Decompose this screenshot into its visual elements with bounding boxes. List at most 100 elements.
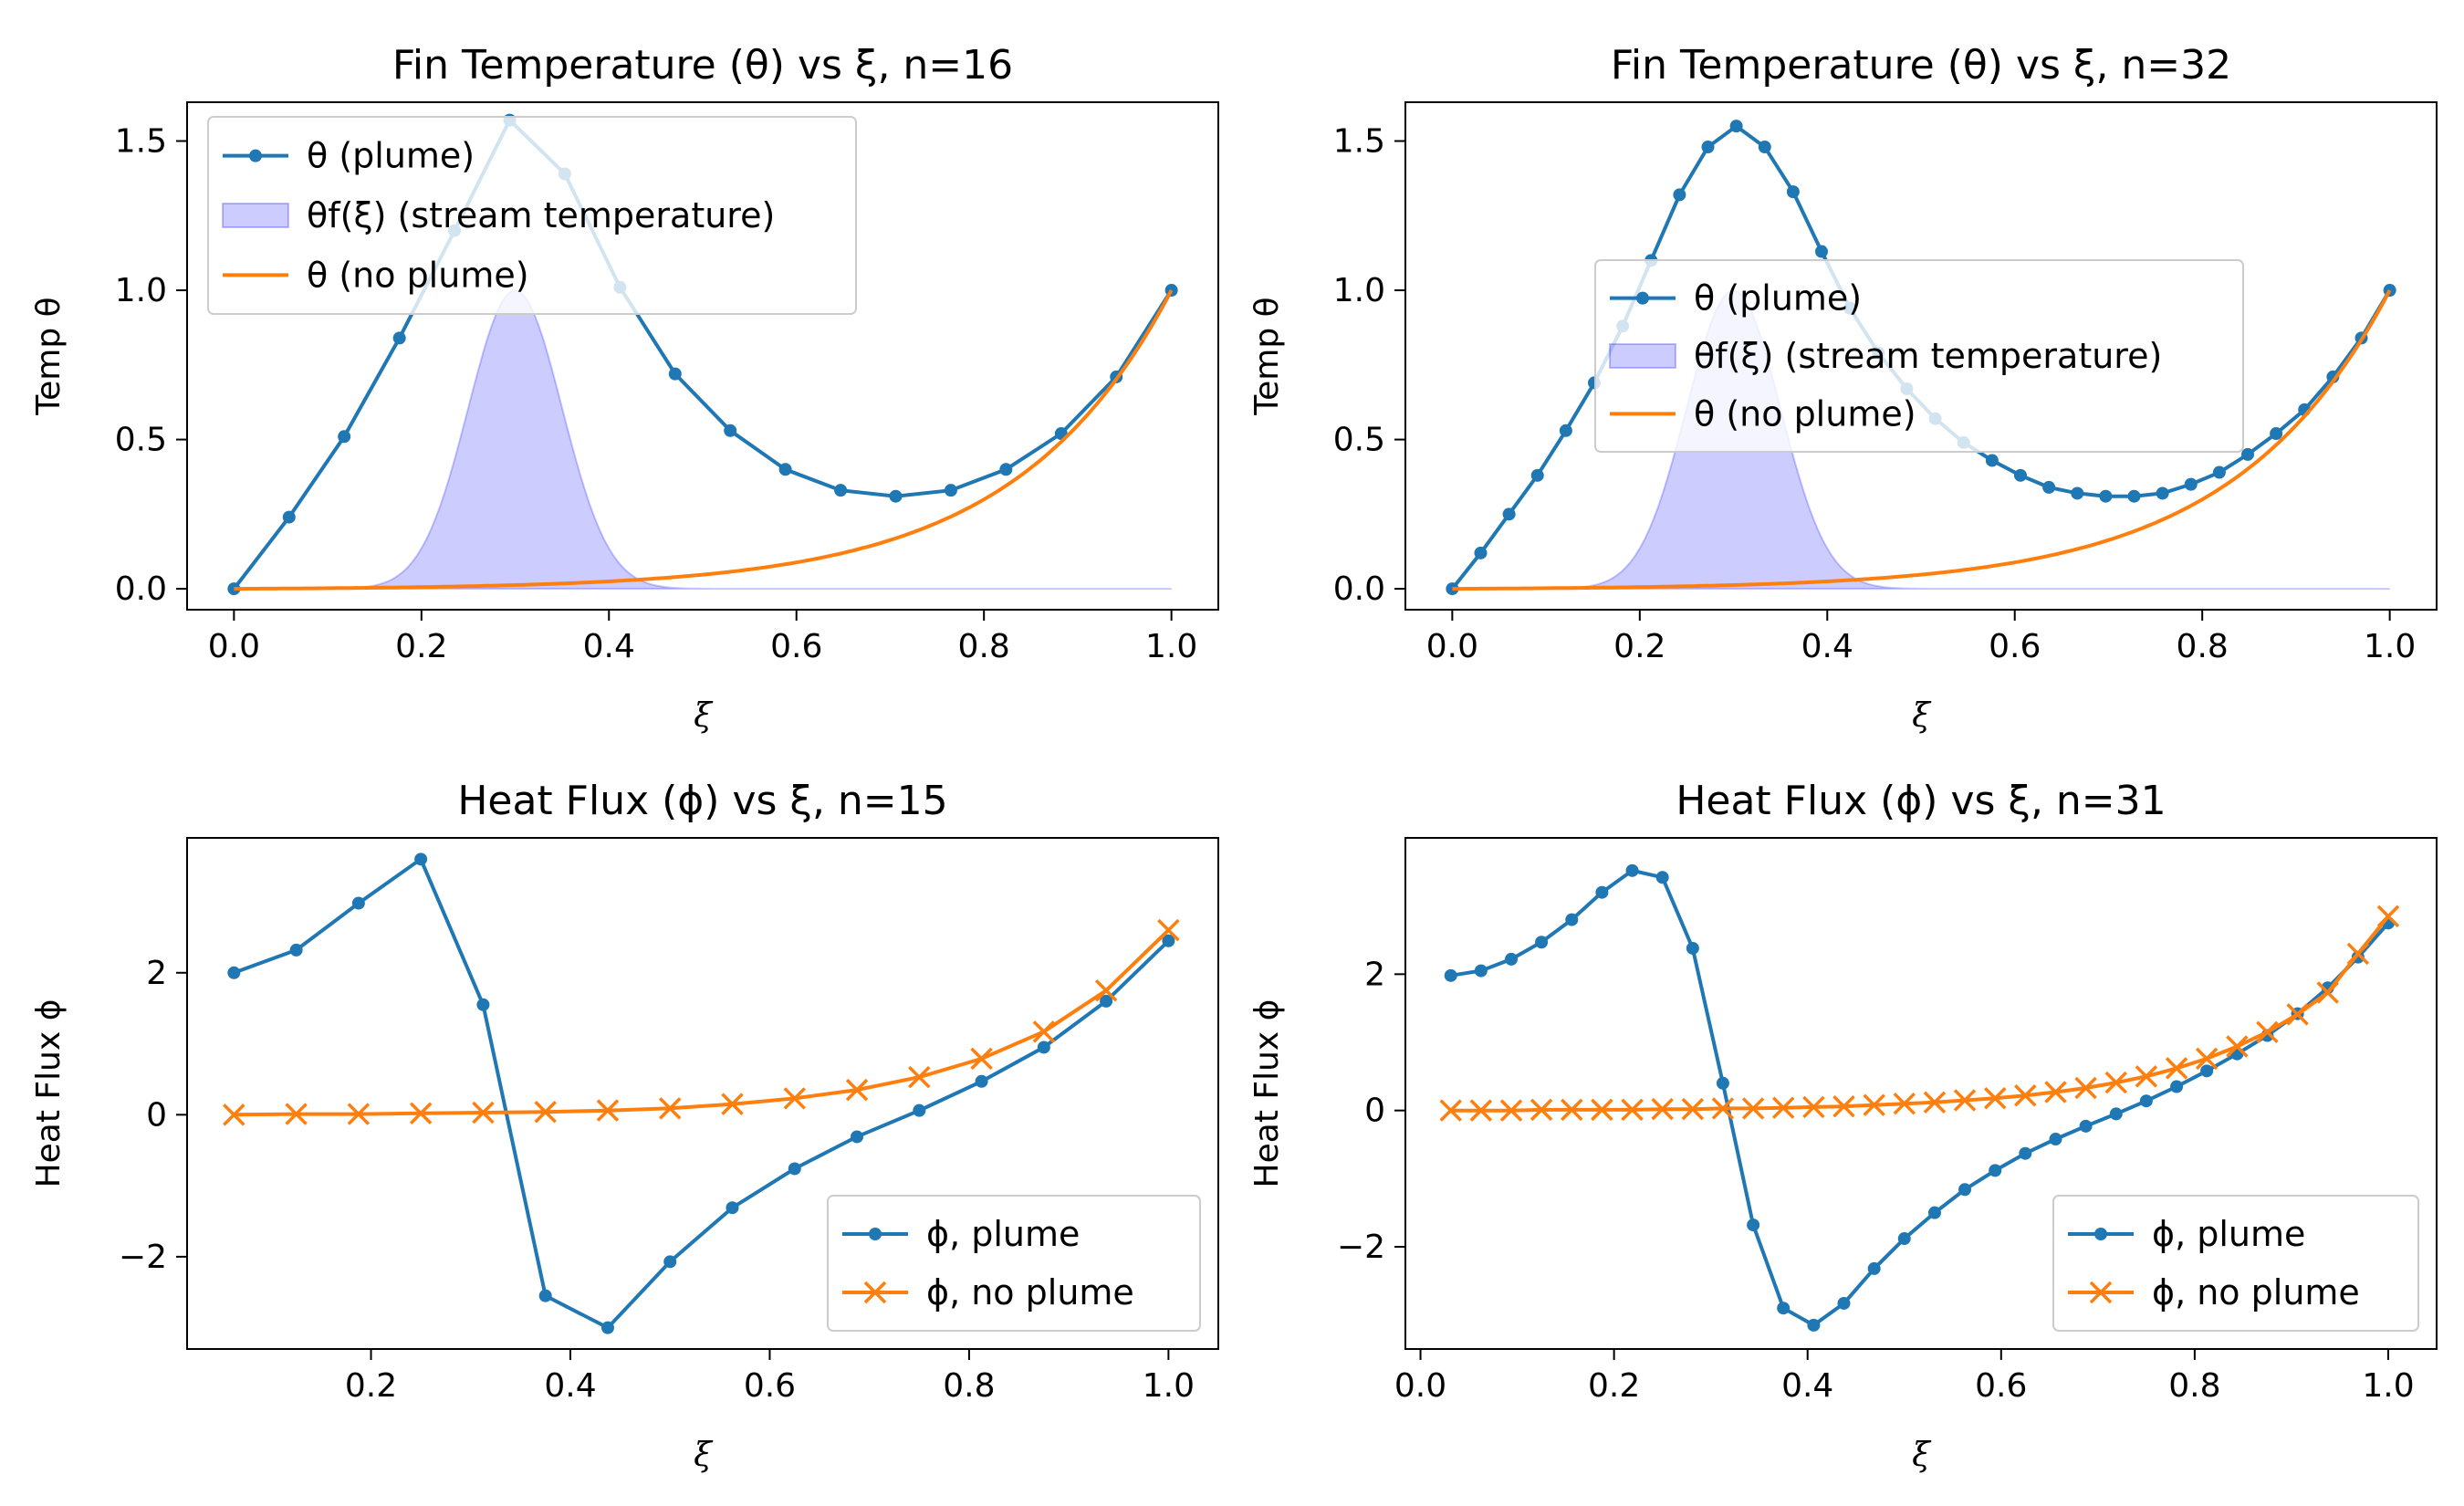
data-point bbox=[1837, 1296, 1851, 1310]
y-tick-label: −2 bbox=[1337, 1229, 1385, 1266]
x-marker-stroke bbox=[1893, 1092, 1916, 1115]
data-point bbox=[1565, 913, 1579, 926]
x-tick-label: 0.4 bbox=[544, 1367, 596, 1405]
legend-entry-label: θ (no plume) bbox=[1694, 393, 1916, 434]
x-tick-label: 0.8 bbox=[943, 1367, 995, 1405]
x-marker-stroke bbox=[1651, 1097, 1674, 1121]
series-2-line bbox=[1450, 915, 2390, 1113]
data-point bbox=[1094, 978, 1118, 1002]
data-point bbox=[2165, 1057, 2188, 1080]
x-tick-label: 1.0 bbox=[2362, 1367, 2414, 1405]
x-marker-stroke bbox=[1681, 1097, 1705, 1121]
data-point bbox=[2099, 489, 2113, 503]
legend-entry-label: ϕ, no plume bbox=[926, 1272, 1134, 1313]
y-tick-label: −2 bbox=[119, 1239, 167, 1276]
chart-title: Fin Temperature (θ) vs ξ, n=16 bbox=[392, 42, 1013, 89]
data-point bbox=[351, 896, 365, 910]
y-tick-label: 1.5 bbox=[115, 123, 167, 161]
x-tick-label: 0.8 bbox=[2177, 628, 2229, 665]
data-point bbox=[600, 1321, 614, 1334]
data-point bbox=[658, 1097, 682, 1120]
data-point bbox=[1621, 1098, 1644, 1122]
series-2-line bbox=[234, 928, 1170, 1117]
legend-entry-label: ϕ, plume bbox=[2152, 1214, 2305, 1254]
data-point bbox=[2212, 465, 2226, 479]
x-marker-stroke bbox=[223, 1103, 245, 1126]
legend-handle-fill bbox=[1609, 343, 1676, 369]
x-marker-stroke bbox=[658, 1097, 682, 1120]
axes-frame bbox=[1404, 837, 2438, 1350]
data-point bbox=[834, 484, 848, 497]
data-point bbox=[1927, 1206, 1941, 1219]
x-marker-stroke bbox=[1469, 1099, 1493, 1122]
data-point bbox=[2104, 1071, 2128, 1094]
data-point bbox=[1747, 1218, 1760, 1232]
x-tick-label: 0.2 bbox=[395, 628, 447, 665]
plot-area bbox=[1439, 863, 2400, 1332]
data-point bbox=[1863, 1093, 1885, 1116]
data-point bbox=[1505, 952, 1519, 966]
legend-entry-label: ϕ, no plume bbox=[2152, 1272, 2360, 1313]
data-point bbox=[1673, 188, 1686, 202]
data-point bbox=[596, 1099, 620, 1122]
data-point bbox=[1157, 918, 1180, 942]
legend-handle-marker bbox=[869, 1228, 882, 1240]
legend: θ (plume) θf(ξ) (stream temperature) θ (no… bbox=[1594, 259, 2244, 453]
data-point bbox=[1701, 141, 1715, 154]
data-point bbox=[289, 943, 303, 957]
legend-entry-label: θf(ξ) (stream temperature) bbox=[1694, 336, 2162, 376]
y-tick-label: 1.0 bbox=[1333, 272, 1385, 309]
x-axis-label: ξ bbox=[694, 1437, 714, 1474]
y-tick-label: 2 bbox=[1364, 956, 1385, 993]
x-marker-stroke bbox=[845, 1078, 869, 1102]
x-marker-stroke bbox=[1983, 1086, 2007, 1110]
data-point bbox=[2226, 1035, 2249, 1058]
data-point bbox=[889, 489, 903, 503]
data-point bbox=[2109, 1107, 2123, 1121]
data-point bbox=[2127, 489, 2141, 503]
no-plume-line bbox=[234, 289, 1174, 591]
data-point bbox=[975, 1074, 988, 1088]
data-point bbox=[1897, 1232, 1911, 1246]
data-point bbox=[2135, 1065, 2158, 1088]
data-point bbox=[1595, 885, 1609, 899]
data-point bbox=[1032, 1020, 1056, 1043]
data-point bbox=[2256, 1020, 2279, 1044]
data-point bbox=[1499, 1099, 1523, 1122]
x-marker-stroke bbox=[2165, 1057, 2188, 1080]
chart-panel-4: Heat Flux (ϕ) vs ξ, n=31 ξ Heat Flux ϕ 0.0 0… bbox=[1248, 778, 2438, 1474]
data-point bbox=[663, 1255, 677, 1269]
chart-title: Heat Flux (ϕ) vs ξ, n=15 bbox=[457, 778, 947, 824]
x-marker-stroke bbox=[1832, 1094, 1855, 1118]
x-marker-stroke bbox=[534, 1100, 557, 1124]
data-point bbox=[2316, 981, 2339, 1004]
chart-panel-2: Fin Temperature (θ) vs ξ, n=32 ξ Temp θ 0.0… bbox=[1248, 42, 2438, 735]
data-point bbox=[1530, 1098, 1553, 1122]
data-point bbox=[1502, 507, 1516, 521]
data-point bbox=[1474, 964, 1488, 978]
data-point bbox=[1037, 1041, 1050, 1054]
chart-panel-3: Heat Flux (ϕ) vs ξ, n=15 ξ Heat Flux ϕ 0.2 0… bbox=[30, 778, 1219, 1474]
data-point bbox=[1958, 1183, 1972, 1197]
x-tick-label: 1.0 bbox=[2364, 628, 2416, 665]
data-point bbox=[1530, 468, 1544, 482]
data-point bbox=[1439, 1099, 1462, 1122]
data-point bbox=[1807, 1318, 1821, 1332]
data-point bbox=[1655, 871, 1669, 884]
chart-panel-1: Fin Temperature (θ) vs ξ, n=16 ξ Temp θ 0.0… bbox=[30, 42, 1219, 735]
stream-temperature-fill bbox=[234, 288, 1172, 591]
x-marker-stroke bbox=[1953, 1089, 1977, 1112]
x-marker-stroke bbox=[1530, 1098, 1553, 1122]
data-point bbox=[2184, 477, 2198, 491]
x-axis-label: ξ bbox=[1912, 697, 1932, 735]
data-point bbox=[783, 1087, 807, 1110]
x-tick-label: 0.0 bbox=[1426, 628, 1478, 665]
no-plume-line bbox=[1452, 289, 2392, 591]
x-tick-label: 0.0 bbox=[1394, 1367, 1446, 1405]
data-point bbox=[1591, 1098, 1613, 1122]
data-point bbox=[223, 1103, 245, 1126]
x-marker-stroke bbox=[1499, 1099, 1523, 1122]
data-point bbox=[282, 510, 296, 524]
x-tick-label: 0.2 bbox=[1613, 628, 1665, 665]
x-marker-stroke bbox=[970, 1047, 993, 1071]
